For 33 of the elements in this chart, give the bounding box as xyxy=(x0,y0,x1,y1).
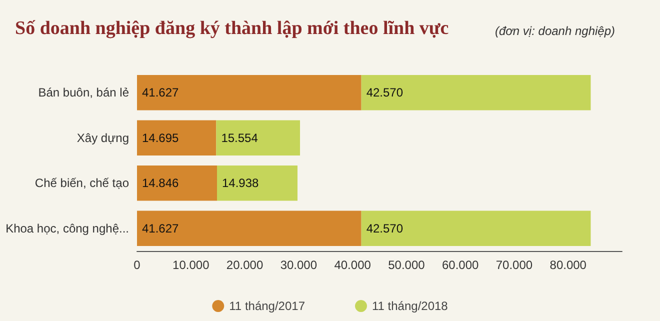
x-tick-label: 30.000 xyxy=(280,258,318,272)
x-tick-label: 10.000 xyxy=(172,258,210,272)
data-label: 14.846 xyxy=(142,176,180,190)
bar xyxy=(361,210,591,246)
data-label: 42.570 xyxy=(366,86,404,100)
y-tick-label: Xây dựng xyxy=(76,130,129,145)
data-label: 41.627 xyxy=(142,86,180,100)
x-tick-label: 70.000 xyxy=(496,258,533,272)
chart-subtitle: (đơn vị: doanh nghiệp) xyxy=(495,24,616,38)
x-tick-label: 50.000 xyxy=(388,258,426,272)
data-label: 41.627 xyxy=(142,221,180,236)
data-label: 42.570 xyxy=(366,221,404,236)
y-tick-label: Chế biến, chế tạo xyxy=(34,176,130,190)
data-label: 14.938 xyxy=(222,176,260,190)
x-tick-label: 80.000 xyxy=(550,258,587,272)
data-label: 14.695 xyxy=(142,130,180,145)
data-label: 15.554 xyxy=(221,130,258,145)
bar xyxy=(137,165,218,201)
y-tick-label: Bán buôn, bán lẻ xyxy=(38,86,130,100)
bar xyxy=(137,120,216,156)
x-tick-label: 60.000 xyxy=(442,258,480,272)
y-tick-label: Khoa học, công nghệ... xyxy=(6,221,129,236)
bar xyxy=(217,165,298,201)
bar xyxy=(361,74,591,110)
chart-title: Số doanh nghiệp đăng ký thành lập mới theo lĩnh vực xyxy=(15,18,449,39)
x-tick-label: 40.000 xyxy=(334,258,372,272)
legend-label: 11 tháng/2018 xyxy=(372,299,448,313)
x-tick-label: 0 xyxy=(134,258,141,272)
bar xyxy=(137,210,362,246)
bar xyxy=(137,74,362,110)
legend-label: 11 tháng/2017 xyxy=(229,299,306,313)
bar xyxy=(216,120,300,156)
x-tick-label: 20.000 xyxy=(226,258,264,272)
